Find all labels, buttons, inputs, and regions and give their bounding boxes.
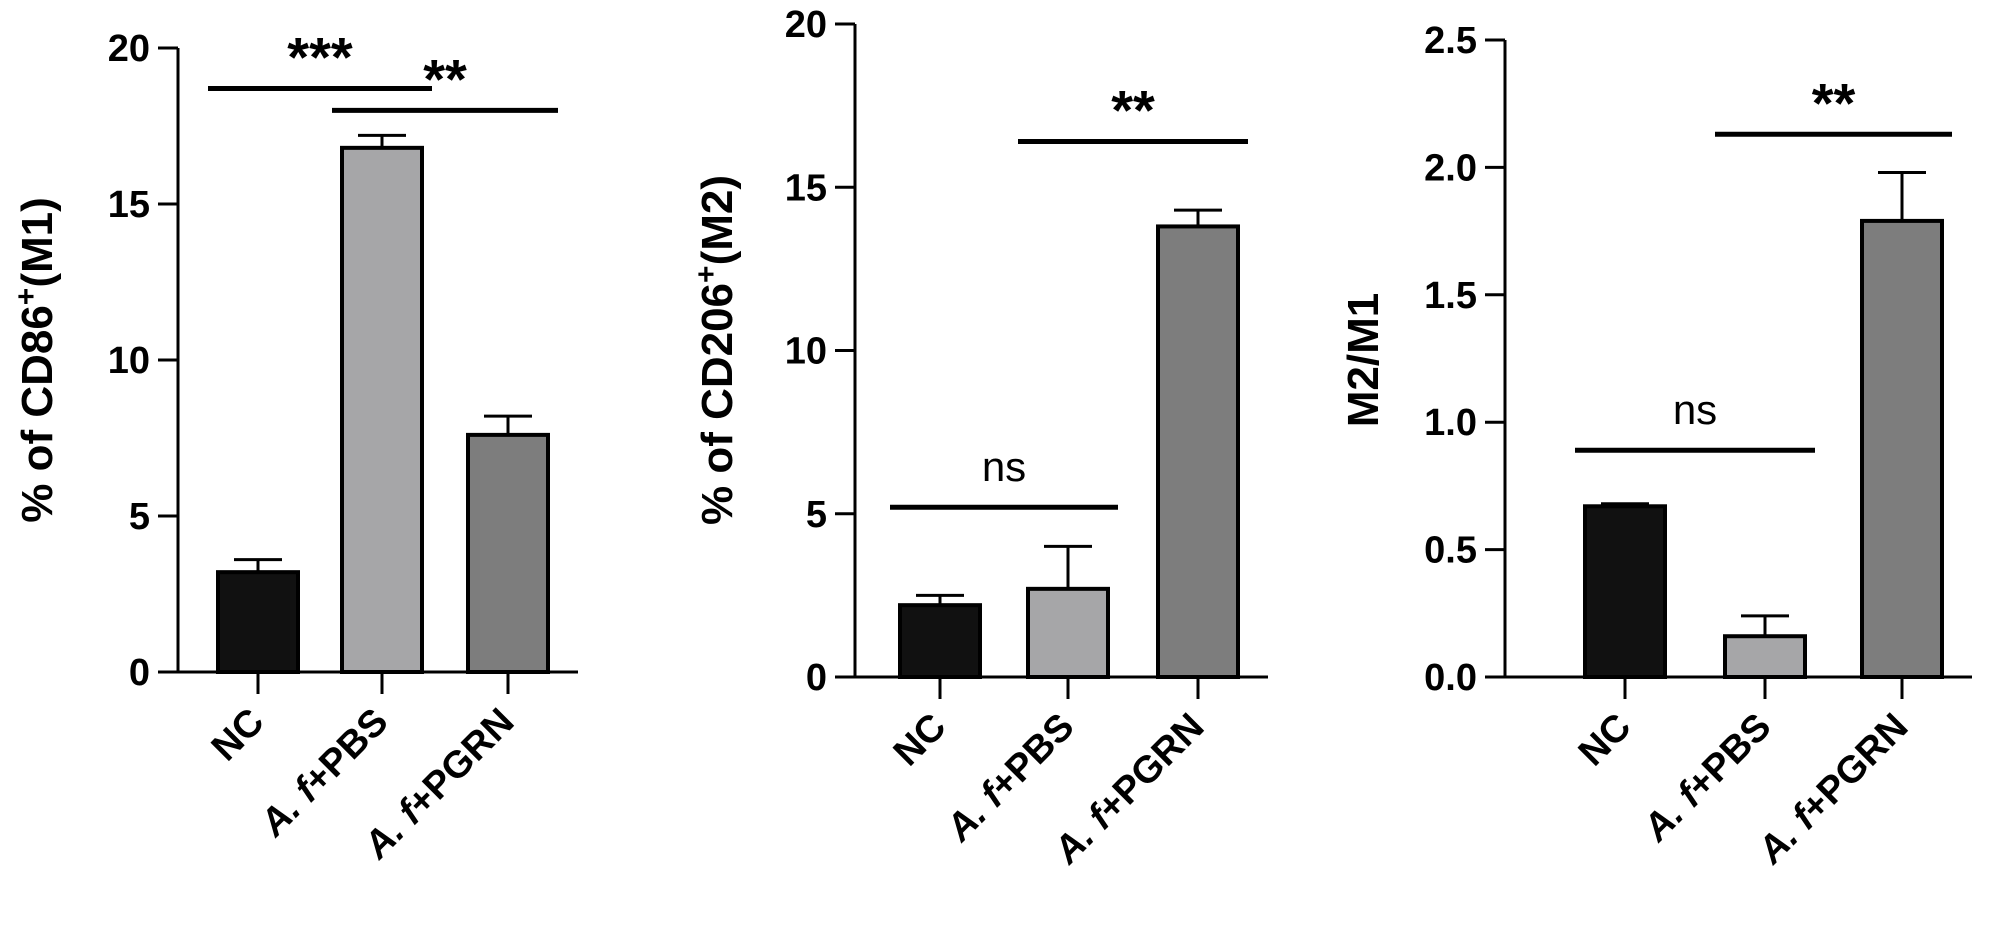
bar <box>1583 504 1667 679</box>
y-axis-label-suffix: (M1) <box>13 197 62 287</box>
bar <box>898 603 982 679</box>
category-label-text: NC <box>886 706 955 775</box>
y-axis-label: % of CD86+(M1) <box>10 197 63 523</box>
y-tick-label: 0 <box>806 657 827 699</box>
y-tick-label: 15 <box>785 167 827 209</box>
category-label: NC <box>886 706 955 775</box>
y-tick-label: 1.5 <box>1424 275 1477 317</box>
significance-label: ** <box>1812 71 1856 134</box>
category-label-text: +PGRN <box>1793 706 1916 829</box>
y-axis-label-main: % of CD206 <box>693 283 742 525</box>
bar <box>466 432 550 674</box>
y-tick-label: 20 <box>785 4 827 46</box>
y-axis-label-sup: + <box>690 265 723 283</box>
bar <box>340 145 424 674</box>
category-label: NC <box>1571 706 1640 775</box>
significance-label: ** <box>423 47 467 110</box>
bar <box>1723 634 1807 679</box>
y-axis-label-main: M2/M1 <box>1339 293 1388 427</box>
category-label-text: NC <box>204 701 273 770</box>
y-tick-label: 0 <box>129 652 150 694</box>
category-label: NC <box>204 701 273 770</box>
y-tick-label: 1.0 <box>1424 402 1477 444</box>
significance-label: ns <box>1673 386 1717 433</box>
y-axis-label-suffix: (M2) <box>693 175 742 265</box>
y-tick-label: 2.5 <box>1424 20 1477 62</box>
y-axis-label-sup: + <box>10 288 43 306</box>
y-tick-label: 5 <box>806 494 827 536</box>
y-tick-label: 20 <box>108 28 150 70</box>
y-tick-label: 2.0 <box>1424 147 1477 189</box>
bar <box>216 570 300 674</box>
category-label-text: +PBS <box>982 706 1083 807</box>
y-tick-label: 10 <box>785 331 827 373</box>
y-tick-label: 10 <box>108 340 150 382</box>
significance-label: ** <box>1111 79 1155 142</box>
significance-label: *** <box>287 26 353 89</box>
category-label: A. f+PBS <box>1635 706 1780 851</box>
y-tick-label: 5 <box>129 496 150 538</box>
y-axis-label-main: % of CD86 <box>13 305 62 523</box>
category-label-text: +PBS <box>296 701 397 802</box>
y-axis-label: M2/M1 <box>1339 293 1388 427</box>
significance-label: ns <box>982 443 1026 490</box>
category-label-text: +PGRN <box>399 701 522 824</box>
y-tick-label: 15 <box>108 184 150 226</box>
category-label-text: +PGRN <box>1089 706 1212 829</box>
bar <box>1860 218 1944 680</box>
category-label-text: NC <box>1571 706 1640 775</box>
y-axis-label: % of CD206+(M2) <box>690 175 743 525</box>
y-tick-label: 0.0 <box>1424 657 1477 699</box>
y-tick-label: 0.5 <box>1424 530 1477 572</box>
category-label-text: +PBS <box>1679 706 1780 807</box>
bar <box>1026 586 1110 679</box>
bar <box>1156 224 1240 679</box>
